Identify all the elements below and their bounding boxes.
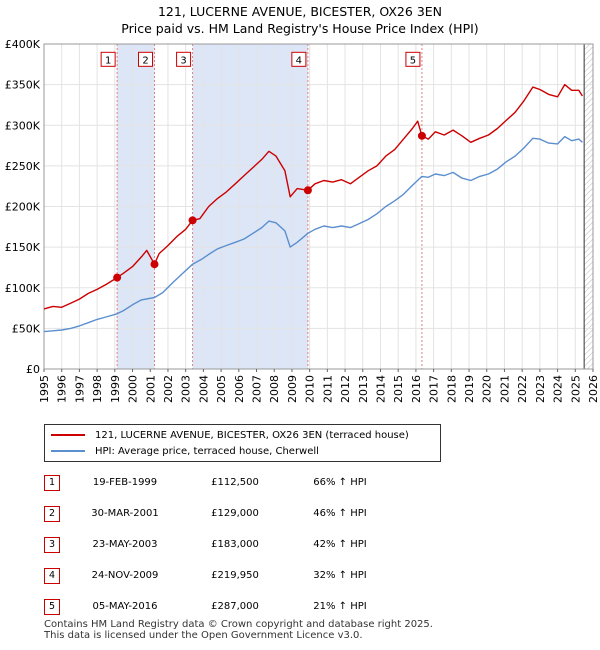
chart-subtitle: Price paid vs. HM Land Registry's House … xyxy=(121,21,479,36)
sale-point xyxy=(113,273,122,282)
sale-hpi-diff: 21% ↑ HPI xyxy=(313,601,367,612)
x-tick-label: 2013 xyxy=(357,375,370,403)
x-tick-label: 2010 xyxy=(304,375,317,403)
sale-price: £112,500 xyxy=(211,477,259,488)
sale-label-box xyxy=(100,51,116,67)
series-line xyxy=(43,135,583,333)
sale-point xyxy=(188,216,197,225)
sale-number: 3 xyxy=(44,537,60,553)
x-tick-label: 1997 xyxy=(73,375,86,403)
chart-title-block: 121, LUCERNE AVENUE, BICESTER, OX26 3EN … xyxy=(0,0,600,37)
x-tick-label: 2016 xyxy=(410,375,423,403)
y-tick-label: £0 xyxy=(26,363,40,376)
sale-row: 1 19-FEB-1999 £112,500 66% ↑ HPI xyxy=(0,472,600,494)
sale-hpi-diff: 66% ↑ HPI xyxy=(313,477,367,488)
x-tick-label: 2022 xyxy=(516,375,529,403)
x-tick-label: 2026 xyxy=(587,375,600,403)
footer-line-2: This data is licensed under the Open Gov… xyxy=(44,630,363,641)
x-tick-label: 2001 xyxy=(144,375,157,403)
legend-swatch-hpi xyxy=(51,450,85,452)
y-tick-label: £200K xyxy=(5,201,41,214)
sale-date: 19-FEB-1999 xyxy=(92,477,158,488)
x-tick-label: 2021 xyxy=(498,375,511,403)
y-tick-label: £150K xyxy=(5,241,41,254)
x-tick-label: 2006 xyxy=(233,375,246,403)
legend-swatch-property xyxy=(51,434,85,436)
x-tick-label: 1998 xyxy=(91,375,104,403)
legend: 121, LUCERNE AVENUE, BICESTER, OX26 3EN … xyxy=(44,424,441,462)
sale-date: 24-NOV-2009 xyxy=(91,570,159,581)
sale-row: 2 30-MAR-2001 £129,000 46% ↑ HPI xyxy=(0,503,600,525)
x-tick-label: 2015 xyxy=(392,375,405,403)
sale-price: £219,950 xyxy=(211,570,259,581)
sale-label-number: 5 xyxy=(410,55,416,66)
sale-price: £129,000 xyxy=(211,508,259,519)
footer-attribution: Contains HM Land Registry data © Crown c… xyxy=(44,619,433,641)
price-chart: £0 £50K £100K £150K £200K £250K £300K £350K £400… xyxy=(5,38,600,403)
y-tick-label: £350K xyxy=(5,79,41,92)
x-tick-label: 2000 xyxy=(127,375,140,403)
sale-row: 4 24-NOV-2009 £219,950 32% ↑ HPI xyxy=(0,565,600,587)
sale-date: 05-MAY-2016 xyxy=(92,601,158,612)
legend-label-hpi: HPI: Average price, terraced house, Cher… xyxy=(95,445,319,457)
x-tick-label: 2023 xyxy=(534,375,547,403)
x-tick-label: 1999 xyxy=(109,375,122,403)
x-tick-label: 2017 xyxy=(428,375,441,403)
sale-number: 5 xyxy=(44,599,60,615)
sale-hpi-diff: 32% ↑ HPI xyxy=(313,570,367,581)
plot-frame xyxy=(43,43,594,370)
sale-label-number: 4 xyxy=(296,55,302,66)
x-tick-label: 2025 xyxy=(569,375,582,403)
sale-label-box xyxy=(176,51,192,67)
x-tick-label: 2024 xyxy=(552,375,565,403)
y-tick-label: £300K xyxy=(5,119,41,132)
x-tick-label: 2011 xyxy=(321,375,334,403)
x-tick-label: 2018 xyxy=(445,375,458,403)
sale-number: 4 xyxy=(44,568,60,584)
y-tick-label: £100K xyxy=(5,282,41,295)
legend-label-property: 121, LUCERNE AVENUE, BICESTER, OX26 3EN … xyxy=(95,429,409,441)
sale-label-box xyxy=(138,51,154,67)
sale-hpi-diff: 46% ↑ HPI xyxy=(313,508,367,519)
x-tick-label: 2008 xyxy=(268,375,281,403)
sale-label-box xyxy=(405,51,421,67)
x-tick-label: 1996 xyxy=(56,375,69,403)
sale-label-number: 3 xyxy=(180,55,186,66)
legend-item-hpi: HPI: Average price, terraced house, Cher… xyxy=(45,443,319,459)
x-tick-label: 2019 xyxy=(463,375,476,403)
sale-hpi-diff: 42% ↑ HPI xyxy=(313,539,367,550)
sale-price: £183,000 xyxy=(211,539,259,550)
sale-point xyxy=(303,186,312,195)
sale-row: 3 23-MAY-2003 £183,000 42% ↑ HPI xyxy=(0,534,600,556)
y-tick-label: £400K xyxy=(5,38,41,51)
x-tick-label: 1995 xyxy=(38,375,51,403)
sale-date: 30-MAR-2001 xyxy=(91,508,159,519)
series-line xyxy=(43,83,583,310)
sale-number: 1 xyxy=(44,475,60,491)
sale-number: 2 xyxy=(44,506,60,522)
chart-title: 121, LUCERNE AVENUE, BICESTER, OX26 3EN xyxy=(157,4,443,19)
x-tick-label: 2014 xyxy=(374,375,387,403)
x-tick-label: 2020 xyxy=(481,375,494,403)
x-tick-label: 2004 xyxy=(197,375,210,403)
x-tick-label: 2012 xyxy=(339,375,352,403)
y-tick-label: £250K xyxy=(5,160,41,173)
x-tick-label: 2007 xyxy=(251,375,264,403)
x-tick-label: 2003 xyxy=(180,375,193,403)
sale-label-box xyxy=(291,51,307,67)
sale-label-number: 2 xyxy=(142,55,148,66)
sale-point xyxy=(417,131,426,140)
sale-row: 5 05-MAY-2016 £287,000 21% ↑ HPI xyxy=(0,596,600,618)
x-tick-label: 2002 xyxy=(162,375,175,403)
x-tick-label: 2009 xyxy=(286,375,299,403)
footer-line-1: Contains HM Land Registry data © Crown c… xyxy=(44,619,433,630)
x-tick-label: 2005 xyxy=(215,375,228,403)
sale-date: 23-MAY-2003 xyxy=(92,539,158,550)
sale-point xyxy=(150,260,159,269)
y-tick-label: £50K xyxy=(12,322,41,335)
sale-label-number: 1 xyxy=(105,55,111,66)
legend-item-property: 121, LUCERNE AVENUE, BICESTER, OX26 3EN … xyxy=(45,427,409,443)
sale-price: £287,000 xyxy=(211,601,259,612)
